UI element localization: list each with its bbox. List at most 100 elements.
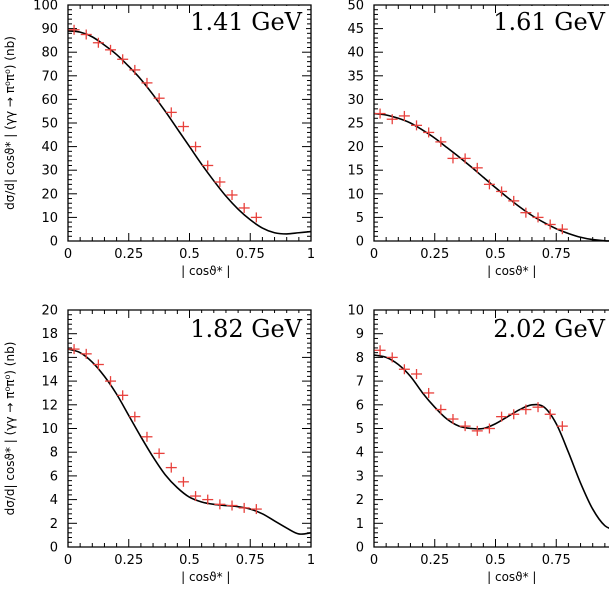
panel-3-plot-area bbox=[68, 344, 311, 535]
panel-2-title: 1.61 GeV bbox=[493, 8, 605, 36]
panel-2-ytick-label: 5 bbox=[356, 211, 364, 226]
panel-1-xtick-label: 0.5 bbox=[179, 247, 200, 262]
panel-3-title: 1.82 GeV bbox=[190, 315, 302, 343]
panel-2-data-point bbox=[398, 110, 410, 121]
panel-2-data-point bbox=[532, 212, 544, 223]
panel-4-plot-area bbox=[374, 345, 609, 530]
panel-1-data-point bbox=[202, 160, 214, 171]
panel-1-data-point bbox=[250, 212, 262, 223]
panel-2-ytick-label: 40 bbox=[347, 46, 364, 61]
panel-4-data-point bbox=[508, 409, 520, 420]
panel-4-title-bg bbox=[497, 313, 609, 343]
panel-4-xlabel: | cosϑ* | bbox=[487, 570, 536, 584]
panel-3-data-point bbox=[92, 359, 104, 370]
panel-2-data-point bbox=[483, 179, 495, 190]
panel-1-data-point bbox=[92, 37, 104, 48]
panel-4-data-point bbox=[532, 402, 544, 413]
panel-4-ytick-label: 5 bbox=[356, 422, 364, 437]
panel-3-data-point bbox=[226, 500, 238, 511]
panel-1-data-point bbox=[214, 177, 226, 187]
panel-4-data-point bbox=[520, 404, 532, 415]
panel-1-xtick-label: 0.25 bbox=[114, 247, 143, 262]
panel-4-ytick-label: 9 bbox=[356, 327, 364, 342]
panel-4-ytick-label: 8 bbox=[356, 351, 364, 366]
panel-2-ytick-label: 20 bbox=[347, 140, 364, 155]
panel-3-ytick-label: 2 bbox=[50, 517, 58, 532]
panel-1-ylabel: dσ/d| cosϑ* | (γγ → π⁰π⁰) (nb) bbox=[3, 36, 17, 210]
panel-4-data-point bbox=[398, 364, 410, 375]
panel-2-ytick-label: 45 bbox=[347, 22, 364, 37]
panel-3-data-point bbox=[129, 411, 141, 422]
panel-4-data-point bbox=[423, 387, 435, 398]
panel-1-ytick-label: 80 bbox=[41, 46, 58, 61]
panel-2-ytick-label: 50 bbox=[347, 0, 364, 14]
panel-4-data-point bbox=[556, 421, 568, 432]
panel-3-ylabel: dσ/d| cosϑ* | (γγ → π⁰π⁰) (nb) bbox=[3, 342, 17, 516]
panel-1-ytick-label: 30 bbox=[41, 164, 58, 179]
panel-3-xtick-label: 0.5 bbox=[179, 553, 200, 568]
panel-3-ytick-label: 4 bbox=[50, 493, 58, 508]
panel-3-ytick-label: 12 bbox=[41, 398, 58, 413]
panel-4-data-point bbox=[374, 345, 386, 356]
panel-1-plot-area bbox=[68, 24, 311, 235]
panel-4-xtick-label: 0 bbox=[370, 553, 378, 568]
panel-2-data-point bbox=[496, 186, 508, 197]
panel-3-frame bbox=[67, 309, 312, 548]
panel-2-ytick-label: 35 bbox=[347, 69, 364, 84]
panel-2-data-point bbox=[520, 207, 532, 218]
panel-3-data-point bbox=[238, 502, 250, 513]
panel-4-data-point bbox=[483, 423, 495, 434]
panel-1-data-point bbox=[117, 54, 129, 65]
panel-2-title-bg bbox=[497, 6, 609, 36]
panel-4-data-point bbox=[544, 409, 556, 420]
panel-4-ytick-label: 2 bbox=[356, 493, 364, 508]
panel-1-ytick-label: 20 bbox=[41, 187, 58, 202]
panel-2-data-point bbox=[508, 195, 520, 206]
panel-2-xtick-label: 0 bbox=[370, 247, 378, 262]
panel-2-data-point bbox=[386, 114, 398, 125]
panel-1-title: 1.41 GeV bbox=[190, 8, 302, 36]
panel-3-ytick-label: 14 bbox=[41, 375, 58, 390]
panel-1-xlabel: | cosϑ* | bbox=[181, 264, 230, 278]
panel-4-data-point bbox=[459, 421, 471, 432]
panel-1-data-point bbox=[165, 107, 177, 118]
panel-3-title-bg bbox=[194, 313, 306, 343]
panel-3-ytick-label: 6 bbox=[50, 469, 58, 484]
panel-1-data-point bbox=[80, 29, 92, 40]
panel-4-xtick-label: 0.5 bbox=[485, 553, 506, 568]
panel-2-data-point bbox=[435, 136, 447, 147]
panel-2-data-point bbox=[447, 153, 459, 164]
panel-3-xtick-label: 0.25 bbox=[114, 553, 143, 568]
panel-2: 0 0.25 0.5 0.75 0 5 10 15 20 25 30 35 40 45 50 | cosϑ* … bbox=[347, 0, 609, 278]
panel-4-fit-curve bbox=[374, 354, 609, 530]
panel-1-data-point bbox=[190, 141, 202, 152]
panel-2-data-point bbox=[411, 120, 423, 131]
panel-3-xlabel: | cosϑ* | bbox=[181, 570, 230, 584]
panel-4-data-point bbox=[386, 352, 398, 363]
panel-4-data-point bbox=[435, 404, 447, 415]
panel-2-ytick-label: 0 bbox=[356, 235, 364, 250]
panel-1-xtick-label: 1 bbox=[307, 247, 315, 262]
panel-1-data-point bbox=[105, 44, 117, 55]
panel-1-data-point bbox=[141, 77, 153, 88]
panel-3-data-point bbox=[214, 499, 226, 510]
panel-2-ytick-label: 30 bbox=[347, 93, 364, 108]
panel-3-data-point bbox=[177, 476, 189, 487]
panel-4-ytick-label: 10 bbox=[347, 304, 364, 319]
panel-1-data-point bbox=[238, 202, 250, 213]
panel-1-ytick-label: 0 bbox=[50, 235, 58, 250]
panel-2-fit-curve bbox=[374, 112, 609, 242]
panel-1-xtick-label: 0.75 bbox=[236, 247, 265, 262]
panel-1-data-point bbox=[153, 93, 165, 104]
panel-2-xlabel: | cosϑ* | bbox=[487, 264, 536, 278]
panel-1-data-point bbox=[68, 24, 80, 35]
panel-3-xtick-label: 0 bbox=[64, 553, 72, 568]
panel-1-data-point bbox=[177, 121, 189, 132]
panel-2-data-point bbox=[374, 108, 386, 119]
panel-1-ytick-label: 90 bbox=[41, 22, 58, 37]
panel-1-ytick-label: 40 bbox=[41, 140, 58, 155]
panel-4-ytick-label: 0 bbox=[356, 541, 364, 556]
panel-1-title-bg bbox=[194, 6, 306, 36]
